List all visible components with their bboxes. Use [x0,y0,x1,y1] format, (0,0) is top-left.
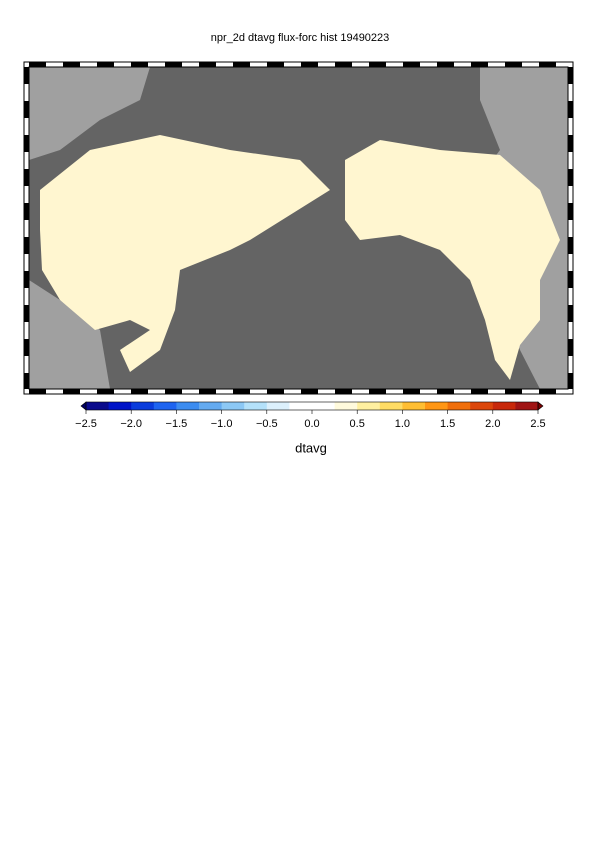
colorbar-tick-label: 1.0 [395,418,410,430]
border-check [568,237,573,254]
map-border [23,61,574,395]
title: npr_2d dtavg flux-forc hist 19490223 [211,32,390,44]
border-check [233,389,250,394]
border-check [233,62,250,67]
border-check [131,389,148,394]
border-check [24,203,29,220]
border-check [568,135,573,152]
border-check [568,169,573,186]
map-frame [28,66,569,390]
land [29,280,110,389]
border-check [568,271,573,288]
colorbar-segment [176,402,200,410]
border-check [335,389,352,394]
border-check [63,389,80,394]
colorbar-segment [492,402,516,410]
border-check [471,62,488,67]
border-check [24,373,29,389]
colorbar-segment [221,402,245,410]
colorbar-tick-label: −2.0 [120,418,142,430]
border-check [24,101,29,118]
border-check [63,62,80,67]
border-check [301,62,318,67]
border-check [505,389,522,394]
border-check [369,389,386,394]
border-check [24,339,29,356]
colorbar-segment [357,402,381,410]
colorbar-segment [402,402,426,410]
colorbar-segment [447,402,471,410]
map [28,66,569,390]
colorbar-segment [131,402,155,410]
border-check [24,237,29,254]
border-check [97,389,114,394]
colorbar-tick-label: −1.5 [166,418,188,430]
colorbar-tick-label: 0.0 [304,418,319,430]
border-check [24,305,29,322]
border-check [24,271,29,288]
border-check [97,62,114,67]
border-check [437,389,454,394]
colorbar-tick-label: −0.5 [256,418,278,430]
border-check [568,203,573,220]
colorbar-segment [312,402,336,410]
border-check [471,389,488,394]
colorbar-label: dtavg [295,440,327,455]
border-check [301,389,318,394]
colorbar-tick-label: 0.5 [350,418,365,430]
colorbar-tick-label: −2.5 [75,418,97,430]
border-check [165,62,182,67]
colorbar-segment [266,402,290,410]
border-check [131,62,148,67]
colorbar-segment [289,402,313,410]
colorbar-segment [425,402,449,410]
colorbar-tick-label: 1.5 [440,418,455,430]
border-check [24,135,29,152]
colorbar-tick-label: 2.0 [485,418,500,430]
border-check [29,62,46,67]
colorbar-segment [379,402,403,410]
border-check [539,62,556,67]
colorbar-segment [153,402,177,410]
border-check [568,67,573,84]
border-check [199,62,216,67]
colorbar: −2.5 −2.0 −1.5 −1.0 −0.5 0.0 0.5 1.0 1.5 2.0 2.5 [75,401,546,430]
colorbar-segment [199,402,223,410]
border-check [568,101,573,118]
colorbar-segment [86,402,110,410]
border-check [568,339,573,356]
border-check [403,389,420,394]
land-mask [40,135,330,372]
border-check [505,62,522,67]
border-check [29,389,46,394]
colorbar-segment [334,402,358,410]
border-check [335,62,352,67]
border-check [568,373,573,389]
border-check [369,62,386,67]
land-mask [345,140,560,380]
colorbar-segment [515,402,539,410]
colorbar-tick-label: −1.0 [211,418,233,430]
colorbar-segment [244,402,268,410]
border-check [24,67,29,84]
colorbar-segment [470,402,494,410]
colorbar-segment [108,402,132,410]
border-check [267,62,284,67]
border-outline [23,61,574,395]
border-check [165,389,182,394]
border-check [437,62,454,67]
border-check [539,389,556,394]
border-check [267,389,284,394]
land [29,67,150,160]
border-check [403,62,420,67]
border-check [24,169,29,186]
colorbar-tick-label: 2.5 [530,418,545,430]
border-check [568,305,573,322]
border-check [199,389,216,394]
